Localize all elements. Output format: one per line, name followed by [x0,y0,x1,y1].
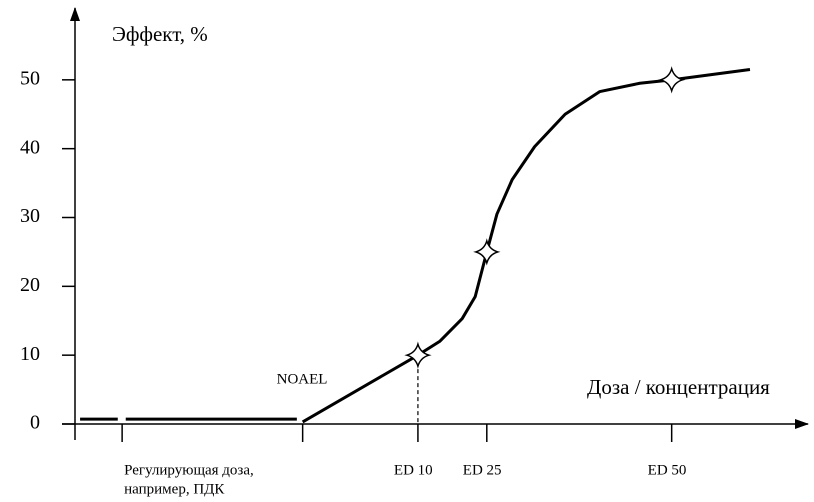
x-tick-label: например, ПДК [124,481,225,497]
y-tick-label: 0 [30,412,40,434]
curve [80,68,751,424]
x-axis-label: Доза / концентрация [587,375,770,399]
y-tick-label: 50 [20,67,40,89]
y-tick-label: 30 [20,205,40,227]
x-tick-label: NOAEL [277,371,328,387]
x-tick-label: ED 25 [463,462,502,478]
x-tick-label: ED 50 [648,462,687,478]
x-tick-label: ED 10 [394,462,433,478]
y-tick-label: 40 [20,136,40,158]
star-marker [473,238,501,266]
star-marker [658,66,686,94]
y-axis-label: Эффект, % [112,22,208,46]
star-marker [404,341,432,369]
y-tick-label: 10 [20,343,40,365]
x-tick-label: Регулирующая доза, [124,462,254,478]
y-tick-label: 20 [20,274,40,296]
